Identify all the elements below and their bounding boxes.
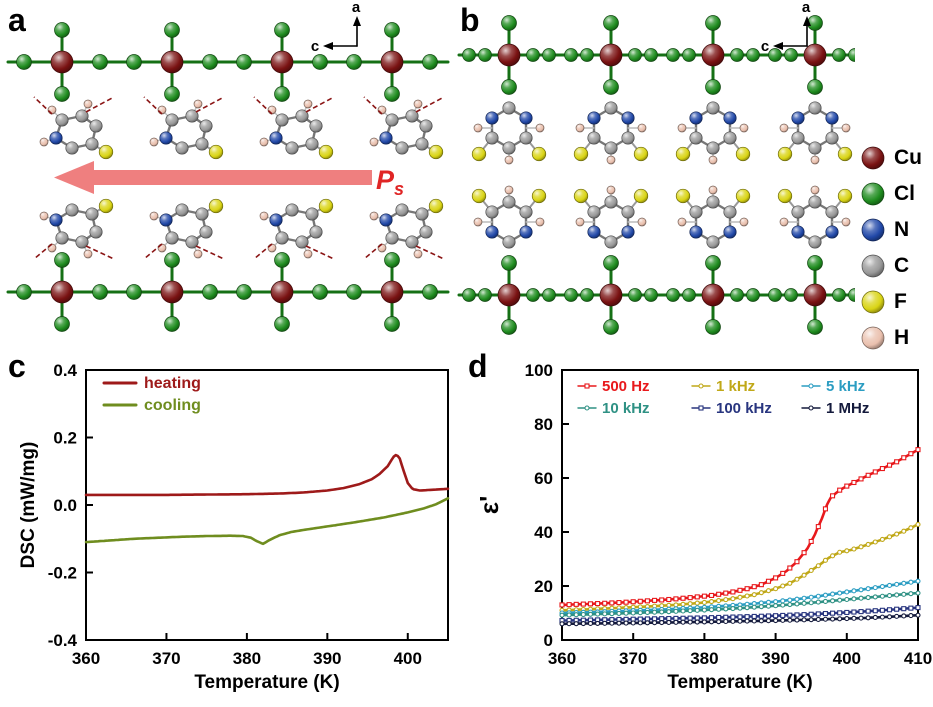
legend-label: Cl: [894, 182, 915, 205]
y-tick-label: 100: [525, 361, 553, 380]
y-tick-label: 0: [544, 631, 553, 650]
panel-label-d: d: [468, 348, 488, 384]
panel-label-c: c: [8, 348, 26, 384]
y-tick-label: 0.0: [53, 496, 77, 515]
panel-label-b: b: [460, 2, 480, 38]
legend-label: H: [894, 326, 910, 349]
legend-label: C: [894, 254, 910, 277]
n-atom-icon: [861, 218, 885, 242]
ps-label: Ps: [376, 165, 404, 199]
y-tick-label: 20: [534, 577, 553, 596]
1 MHz-markers: [559, 612, 921, 627]
cooling-curve: [84, 497, 450, 546]
legend-entry-1 MHz: 1 MHz: [826, 400, 869, 417]
y-axis-title: DSC (mW/mg): [18, 442, 39, 569]
x-tick-label: 360: [548, 649, 576, 668]
x-tick-label: 390: [313, 649, 341, 668]
legend-item-n: N: [860, 216, 922, 244]
legend-entry-cooling: cooling: [144, 397, 201, 414]
dsc-chart: 360 370 380 390 400 -0.4 -0.2 0.0 0.2 0.4 Temperat…: [18, 361, 450, 693]
cl-atom-icon: [861, 182, 885, 206]
c-atom-icon: [861, 254, 885, 278]
panel-label-a: a: [8, 2, 26, 38]
y-tick-label: 0.2: [53, 429, 77, 448]
f-atom-icon: [861, 290, 885, 314]
heating-curve: [84, 453, 450, 497]
y-tick-label: 60: [534, 469, 553, 488]
crystal-structure-panel-b: ac: [457, 0, 855, 335]
crystal-structure-panel-a: Ps a c: [6, 0, 450, 332]
x-tick-label: 360: [72, 649, 100, 668]
x-tick-label: 410: [904, 649, 932, 668]
legend-item-h: H: [860, 324, 922, 352]
y-tick-label: 80: [534, 415, 553, 434]
axis-a-label: a: [352, 0, 361, 16]
axis-a-label: a: [802, 0, 811, 16]
y-tick-label: -0.2: [48, 564, 77, 583]
x-tick-label: 380: [233, 649, 261, 668]
500 Hz-curve: [560, 448, 920, 607]
y-tick-label: -0.4: [48, 631, 78, 650]
x-tick-label: 370: [619, 649, 647, 668]
legend-item-f: F: [860, 288, 922, 316]
polarization-arrow: [94, 170, 372, 185]
legend-entry-10 kHz: 10 kHz: [602, 400, 650, 417]
500 Hz-markers: [559, 447, 921, 608]
plot-frame: [85, 369, 449, 641]
legend-item-cl: Cl: [860, 180, 922, 208]
x-tick-label: 380: [690, 649, 718, 668]
cu-atom-icon: [861, 146, 885, 170]
atom-color-legend: Cu Cl N C F H: [860, 144, 922, 352]
y-tick-label: 40: [534, 523, 553, 542]
legend-entry-1 kHz: 1 kHz: [716, 378, 755, 395]
plot-frame: [561, 369, 919, 641]
y-axis-title: ε': [474, 496, 504, 515]
x-axis-title: Temperature (K): [194, 672, 339, 693]
legend-item-cu: Cu: [860, 144, 922, 172]
x-tick-label: 400: [833, 649, 861, 668]
legend-entry-500 Hz: 500 Hz: [602, 378, 650, 395]
y-tick-label: 0.4: [53, 361, 77, 380]
axis-c-label: c: [761, 38, 769, 55]
legend-entry-heating: heating: [144, 375, 201, 392]
permittivity-chart: 360 370 380 390 400 410 0 20 40 60 80 100 Temperatur…: [474, 361, 932, 693]
legend-label: F: [894, 290, 907, 313]
axis-c-label: c: [311, 38, 319, 55]
legend-entry-100 kHz: 100 kHz: [716, 400, 772, 417]
legend-entry-5 kHz: 5 kHz: [826, 378, 865, 395]
x-tick-label: 400: [394, 649, 422, 668]
x-axis-title: Temperature (K): [667, 672, 812, 693]
legend-item-c: C: [860, 252, 922, 280]
legend-label: Cu: [894, 146, 922, 169]
h-atom-icon: [861, 326, 885, 350]
x-tick-label: 390: [761, 649, 789, 668]
10 kHz-markers: [559, 590, 921, 618]
legend-label: N: [894, 218, 910, 241]
x-tick-label: 370: [152, 649, 180, 668]
